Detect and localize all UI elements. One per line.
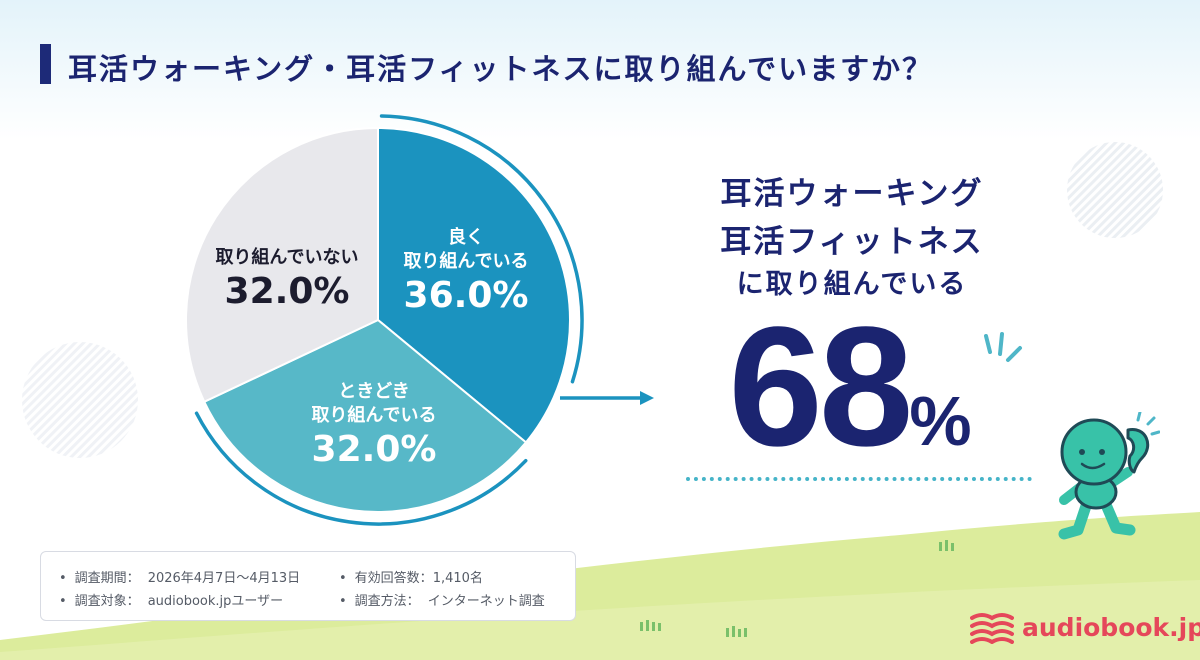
- pie-outer-ring-a: [379, 114, 584, 384]
- survey-target-value: audiobook.jpユーザー: [147, 594, 284, 609]
- pie-chart: [185, 114, 584, 526]
- survey-method-label: 調査方法：: [354, 594, 420, 609]
- pie-slice-not: [185, 126, 379, 404]
- slice-label-sometimes: ときどき 取り組んでいる 32.0%: [292, 380, 456, 472]
- slice-label-often: 良く 取り組んでいる 36.0%: [384, 226, 548, 318]
- summary-number: 68: [728, 292, 913, 482]
- survey-responses-label: 有効回答数：: [354, 571, 433, 586]
- survey-target: • 調査対象： audiobook.jpユーザー: [59, 594, 284, 609]
- pie-slice-often: [377, 126, 571, 444]
- sparkle-lines-icon: [984, 332, 1022, 362]
- slice-label-not: 取り組んでいない 32.0%: [205, 246, 369, 314]
- slice-label-sometimes-line2: 取り組んでいる: [311, 405, 437, 426]
- title-accent-bar: [40, 44, 51, 84]
- survey-target-label: 調査対象：: [74, 594, 140, 609]
- pie-outer-ring-b: [194, 411, 528, 526]
- summary-percentage: 68%: [700, 292, 1000, 482]
- slice-value-not: 32.0%: [224, 271, 350, 312]
- pie-slice-sometimes: [202, 318, 528, 513]
- slice-label-sometimes-line1: ときどき: [338, 381, 410, 402]
- survey-period-value: 2026年4月7日〜4月13日: [147, 571, 301, 586]
- survey-responses-value: 1,410名: [432, 571, 483, 586]
- survey-method: • 調査方法： インターネット調査: [339, 594, 545, 609]
- slice-value-sometimes: 32.0%: [311, 429, 437, 470]
- pie-slices: [185, 126, 571, 513]
- right-arrow-icon: [560, 391, 654, 405]
- summary-line1: 耳活ウォーキング: [720, 176, 984, 212]
- summary-unit: %: [909, 382, 972, 460]
- slice-label-often-line2: 取り組んでいる: [403, 251, 529, 272]
- survey-period: • 調査期間： 2026年4月7日〜4月13日: [59, 571, 301, 586]
- slice-label-often-line1: 良く: [448, 227, 484, 248]
- summary-divider: [686, 477, 1032, 481]
- survey-period-label: 調査期間：: [74, 571, 140, 586]
- slice-label-not-line1: 取り組んでいない: [215, 247, 359, 268]
- summary-line2: 耳活フィットネス: [720, 224, 984, 260]
- survey-method-value: インターネット調査: [427, 594, 545, 609]
- book-stack-icon: [970, 613, 1014, 644]
- background-gradient: [0, 0, 1200, 140]
- summary-line3: に取り組んでいる: [736, 269, 968, 300]
- page-title: 耳活ウォーキング・耳活フィットネスに取り組んでいますか？: [68, 52, 934, 86]
- brand-name: audiobook.jp: [1022, 613, 1200, 642]
- slice-value-often: 36.0%: [403, 275, 529, 316]
- walking-mascot-icon: [1058, 412, 1160, 540]
- survey-info-box: • 調査期間： 2026年4月7日〜4月13日 • 調査対象： audiobook.jp…: [40, 551, 576, 621]
- survey-responses: • 有効回答数：1,410名: [339, 571, 483, 586]
